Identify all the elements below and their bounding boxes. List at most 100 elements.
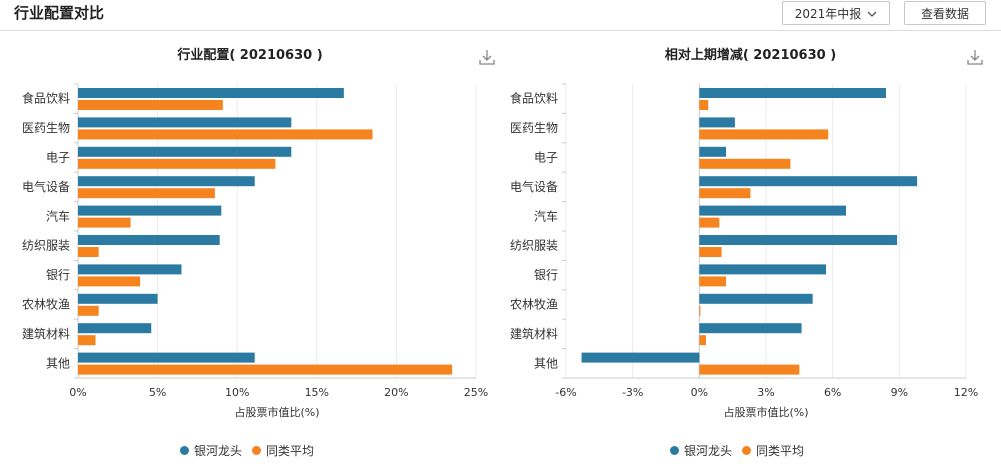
legend-dot-secondary-icon [742, 446, 752, 455]
bar-primary [699, 117, 735, 128]
bar-secondary [78, 158, 276, 169]
bar-primary [78, 352, 255, 363]
bar-primary [699, 176, 918, 187]
bar-secondary [78, 276, 141, 287]
period-select-value: 2021年中报 [794, 6, 862, 21]
bar-secondary [78, 305, 99, 316]
chart-legend: 银河龙头 同类平均 [180, 442, 324, 459]
chart-title: 行业配置( 20210630 ) [177, 48, 323, 63]
x-tick-label: 6% [824, 386, 841, 399]
bar-secondary [699, 188, 751, 199]
bar-primary [78, 88, 344, 98]
category-label: 农林牧渔 [510, 298, 558, 312]
category-label: 医药生物 [510, 121, 558, 135]
x-tick-label: 9% [891, 386, 908, 399]
bar-secondary [78, 247, 99, 257]
bar-primary [78, 323, 152, 334]
legend-label: 银河龙头 [684, 444, 733, 458]
category-label: 银行 [534, 268, 558, 282]
category-label: 农林牧渔 [22, 298, 70, 312]
category-label: 银行 [46, 268, 70, 282]
bar-primary [699, 205, 846, 216]
legend-label: 同类平均 [266, 444, 315, 458]
chevron-down-icon [867, 6, 877, 20]
bar-primary [78, 235, 220, 245]
bar-secondary [78, 217, 131, 228]
category-label: 建筑材料 [22, 326, 70, 341]
industry-allocation-panel: 行业配置( 20210630 ) 食品饮料 医药生物 电子 电气设备 汽车 纺织服装 银行农… [0, 32, 500, 472]
bar-secondary [699, 129, 829, 140]
category-label: 汽车 [46, 208, 70, 223]
bar-secondary [699, 335, 706, 346]
x-tick-label: 25% [464, 386, 488, 399]
view-data-button[interactable]: 查看数据 [904, 1, 986, 25]
bar-secondary [78, 100, 223, 110]
bar-secondary [78, 129, 373, 140]
bar-secondary [699, 364, 800, 375]
x-tick-label: -6% [555, 386, 576, 399]
period-select[interactable]: 2021年中报 [782, 1, 890, 25]
bar-secondary [78, 188, 215, 199]
category-label: 医药生物 [22, 121, 70, 135]
bar-primary [581, 352, 700, 363]
header-bar: 行业配置对比 2021年中报 查看数据 [0, 0, 1001, 31]
x-tick-label: 10% [225, 386, 249, 399]
period-change-panel: 相对上期增减( 20210630 ) 食品饮料 医药生物 电子 电气设备 汽车 纺织服装银… [500, 32, 1001, 472]
bar-secondary [78, 364, 453, 375]
bar-primary [78, 264, 182, 275]
page-title: 行业配置对比 [14, 4, 105, 22]
bar-secondary [699, 217, 720, 228]
x-tick-label: 0% [69, 386, 86, 399]
bar-primary [699, 323, 802, 334]
category-label: 电子 [46, 151, 70, 165]
x-tick-label: 0% [691, 386, 708, 399]
legend-dot-secondary-icon [252, 446, 262, 455]
category-label: 食品饮料 [510, 91, 558, 106]
chart-legend: 银河龙头 同类平均 [670, 442, 814, 459]
x-tick-label: 20% [384, 386, 408, 399]
bar-secondary [699, 305, 701, 316]
x-tick-label: 15% [305, 386, 329, 399]
category-label: 食品饮料 [22, 91, 70, 106]
category-label: 电子 [534, 151, 558, 165]
category-label: 其他 [46, 356, 70, 370]
x-axis-title: 占股票市值比(%) [723, 405, 808, 419]
x-axis-title: 占股票市值比(%) [234, 405, 319, 419]
bar-primary [699, 264, 826, 275]
bar-secondary [699, 158, 791, 169]
bar-primary [699, 293, 813, 304]
category-label: 电气设备 [510, 179, 558, 194]
legend-label: 银河龙头 [194, 444, 243, 458]
x-tick-label: 3% [757, 386, 774, 399]
legend-item-primary[interactable]: 银河龙头 [180, 442, 242, 459]
legend-label: 同类平均 [756, 444, 805, 458]
bar-secondary [699, 276, 726, 287]
category-label: 其他 [534, 356, 558, 370]
bar-secondary [78, 335, 96, 346]
bar-primary [699, 146, 726, 157]
x-tick-label: 12% [954, 386, 978, 399]
legend-item-secondary[interactable]: 同类平均 [742, 442, 804, 459]
bar-primary [78, 293, 158, 304]
bar-primary [78, 205, 222, 216]
legend-dot-primary-icon [180, 446, 189, 455]
bar-primary [699, 88, 886, 98]
bar-primary [78, 117, 292, 128]
bar-primary [78, 176, 255, 187]
download-icon[interactable] [478, 48, 496, 66]
category-label: 建筑材料 [510, 326, 558, 341]
legend-dot-primary-icon [670, 446, 679, 455]
x-tick-label: 5% [149, 386, 166, 399]
x-tick-label: -3% [622, 386, 643, 399]
bar-secondary [699, 100, 709, 110]
category-label: 纺织服装 [510, 239, 558, 253]
bar-primary [699, 235, 898, 245]
bar-primary [78, 146, 292, 157]
legend-item-secondary[interactable]: 同类平均 [252, 442, 314, 459]
chart-title: 相对上期增减( 20210630 ) [664, 48, 837, 63]
bar-secondary [699, 247, 722, 257]
legend-item-primary[interactable]: 银河龙头 [670, 442, 732, 459]
download-icon[interactable] [966, 48, 984, 66]
